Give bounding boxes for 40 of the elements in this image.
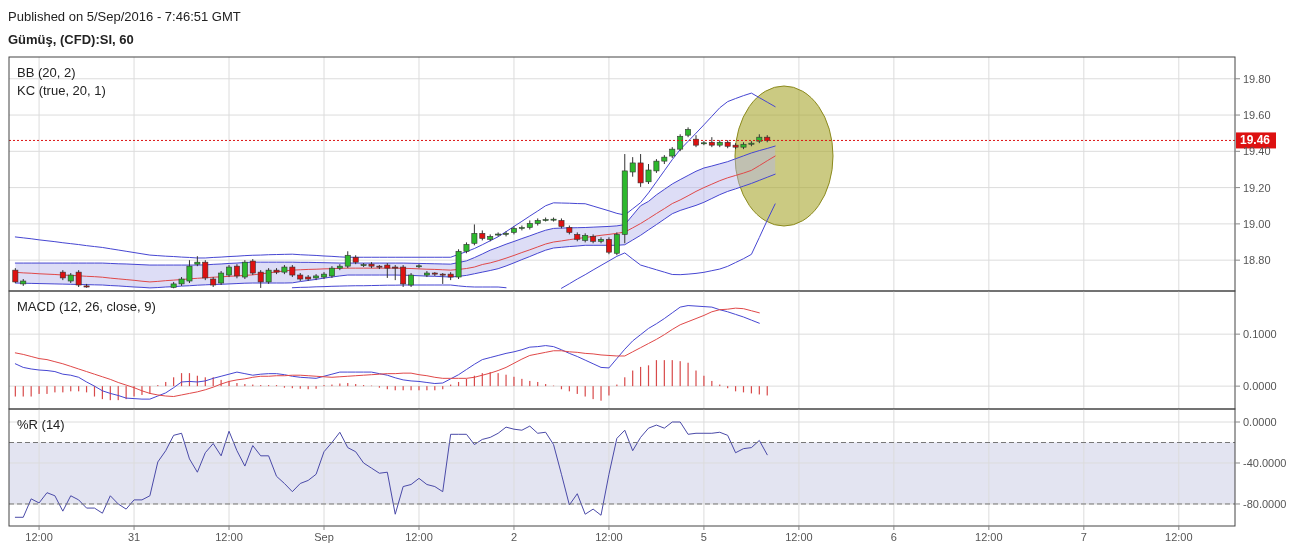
x-tick-label: 12:00: [25, 531, 53, 543]
y-tick-label: 18.80: [1243, 254, 1271, 267]
line-series: [14, 421, 768, 518]
x-tick-label: Sep: [314, 531, 334, 543]
y-tick-label: -40.0000: [1243, 456, 1287, 469]
x-tick-label: 7: [1080, 531, 1087, 543]
y-tick-label: 0.0000: [1243, 380, 1277, 393]
x-tick-label: 12:00: [785, 531, 813, 543]
x-tick-label: 12:00: [975, 531, 1003, 543]
y-tick-label: 0.0000: [1243, 416, 1277, 429]
x-tick-label: 31: [127, 531, 141, 543]
y-tick-label: 19.40: [1243, 145, 1271, 158]
candlestick: [598, 236, 604, 244]
candlestick: [241, 259, 248, 280]
x-tick-label: 2: [510, 531, 518, 543]
candlestick: [416, 263, 422, 269]
candlestick: [400, 264, 407, 288]
text: MACD (12, 26, close, 9): [17, 299, 156, 314]
chart-title: Gümüş, (CFD):SI, 60: [8, 32, 134, 47]
line-series: [14, 173, 776, 289]
x-tick-label: 12:00: [1165, 531, 1193, 543]
annotation: KC (true, 20, 1): [17, 83, 106, 98]
y-tick-label: 0.1000: [1243, 328, 1277, 341]
text: %R (14): [17, 417, 65, 432]
y-tick-label: 19.00: [1243, 217, 1271, 230]
x-tick-label: 12:00: [215, 531, 243, 543]
candlestick: [503, 230, 509, 237]
y-tick-label: 19.60: [1243, 109, 1271, 122]
candlestick: [701, 140, 707, 146]
y-tick-label: 19.20: [1243, 181, 1271, 194]
x-tick-label: 12:00: [405, 531, 433, 543]
x-tick-label: 12:00: [595, 531, 623, 543]
x-tick-label: 6: [890, 531, 897, 543]
y-tick-label: -80.0000: [1243, 497, 1287, 510]
candlestick: [613, 231, 620, 256]
x-tick-label: 5: [700, 531, 707, 543]
y-tick-label: 19.80: [1243, 72, 1271, 85]
ref-line-label: 19.46: [1240, 133, 1271, 148]
chart-subtitle: Published on 5/Sep/2016 - 7:46:51 GMT: [8, 9, 241, 24]
annotation: BB (20, 2): [17, 65, 76, 80]
